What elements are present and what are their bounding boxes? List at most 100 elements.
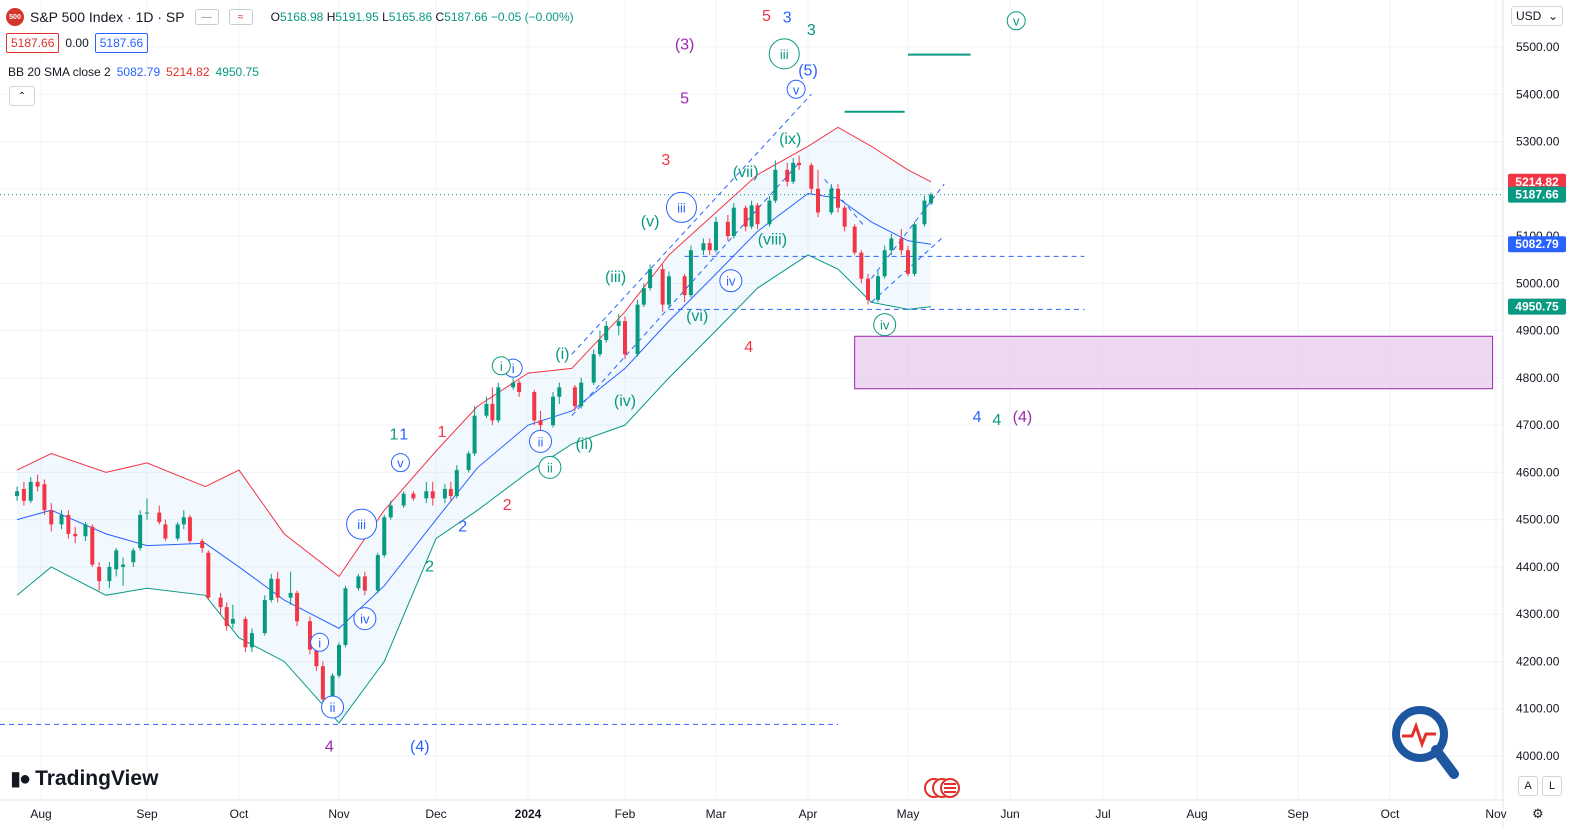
candle-body: [382, 517, 387, 556]
economic-events-icon[interactable]: [922, 776, 962, 800]
candle-body: [337, 644, 341, 676]
wave-label: 2: [503, 497, 512, 514]
candle-body: [442, 488, 447, 499]
wave-label-text: (5): [798, 62, 818, 79]
time-tick-label: May: [897, 807, 920, 821]
candle-body: [842, 207, 847, 227]
buy-price[interactable]: 5187.66: [94, 33, 149, 53]
indicator-legend[interactable]: BB 20 SMA close 2 5082.79 5214.82 4950.7…: [8, 65, 259, 79]
symbol-title[interactable]: S&P 500 Index · 1D · SP: [30, 9, 185, 25]
candle: [243, 616, 248, 653]
candle: [145, 498, 149, 520]
candle-body: [648, 269, 653, 289]
candle: [175, 522, 180, 541]
wave-label: (4): [1013, 409, 1033, 426]
wave-label: 4: [325, 738, 334, 755]
candle: [218, 592, 223, 615]
wave-label-text: iv: [360, 612, 370, 627]
time-tick-label: Aug: [1186, 807, 1207, 821]
target-zone-rect: [854, 335, 1494, 390]
candle: [401, 491, 406, 508]
candle-body: [755, 205, 760, 225]
time-tick-label: Jun: [1000, 807, 1019, 821]
tv-icon: ▮●: [10, 768, 31, 790]
chevron-down-icon: ⌄: [1547, 9, 1558, 23]
currency-select[interactable]: USD ⌄: [1511, 6, 1563, 26]
candle-body: [121, 564, 126, 567]
candle: [114, 548, 119, 577]
candle-body: [288, 592, 293, 598]
candle-body: [224, 607, 229, 627]
candle-body: [836, 188, 840, 208]
time-tick-label: Sep: [136, 807, 158, 821]
wave-label-text: 1: [399, 426, 408, 443]
candle: [859, 250, 864, 284]
candle-body: [411, 493, 416, 499]
wave-label: (4): [410, 738, 430, 755]
wave-label: 4: [744, 339, 753, 356]
candle-body: [511, 382, 516, 388]
wave-label: iv: [719, 269, 743, 293]
candle: [83, 522, 88, 541]
wave-label: ii: [529, 429, 553, 453]
candle-body: [28, 481, 33, 501]
sell-price[interactable]: 5187.66: [6, 33, 60, 53]
candle-body: [797, 162, 802, 166]
candle: [21, 481, 26, 506]
wave-label-text: (4): [410, 738, 430, 755]
price-label-bg: [1508, 186, 1566, 203]
candle: [262, 595, 267, 636]
wave-label-circle: [346, 508, 378, 540]
candle: [59, 510, 64, 530]
log-scale-button[interactable]: L: [1542, 776, 1562, 796]
candle: [448, 481, 453, 501]
candle: [899, 228, 904, 255]
time-axis[interactable]: Aug Sep Oct Nov Dec 2024 Feb Mar Apr May Jun Jul Aug…: [30, 807, 1506, 821]
candle: [430, 481, 435, 506]
compare-wave-icon[interactable]: ≈: [228, 9, 253, 25]
collapse-legend-button[interactable]: ⌃: [9, 86, 35, 106]
candle: [551, 392, 556, 428]
time-tick-label: Aug: [30, 807, 51, 821]
candle-body: [785, 169, 790, 182]
candle: [701, 238, 706, 255]
candle: [362, 571, 367, 596]
candle: [307, 616, 312, 655]
wave-label-text: v: [1013, 14, 1020, 29]
candle-body: [623, 321, 627, 355]
wave-label-text: 2: [503, 497, 512, 514]
candle-body: [90, 526, 95, 565]
candle-body: [859, 252, 864, 279]
price-tick-label: 4300.00: [1516, 607, 1560, 621]
wave-label-text: (3): [675, 36, 695, 53]
candle: [269, 574, 274, 603]
price-axis[interactable]: 5500.005400.005300.005200.005100.005000.…: [1504, 0, 1569, 828]
wave-label-text: v: [793, 82, 800, 97]
indicator-name: BB 20 SMA close 2: [8, 65, 111, 79]
candle: [725, 214, 730, 241]
auto-scale-button[interactable]: A: [1518, 776, 1538, 796]
candle: [66, 510, 71, 539]
band-upper-line: [16, 126, 932, 578]
wave-label-text: 3: [783, 9, 792, 26]
candle-body: [163, 524, 168, 539]
candle: [889, 233, 894, 255]
wave-label: v: [390, 453, 410, 473]
settings-gear-icon[interactable]: ⚙: [1532, 806, 1544, 821]
wave-label: (ix): [779, 131, 801, 148]
band-basis-line: [16, 192, 932, 629]
minus-icon[interactable]: —: [194, 9, 219, 25]
candle-body: [899, 238, 904, 251]
tradingview-logo[interactable]: ▮● TradingView: [10, 766, 159, 791]
wave-label-text: iii: [677, 200, 686, 215]
candle: [356, 574, 361, 591]
wave-label-text: (ii): [575, 436, 593, 453]
candle: [131, 548, 136, 567]
candle: [623, 316, 627, 359]
candle-body: [200, 540, 205, 549]
candle: [532, 389, 537, 426]
candle-body: [66, 514, 71, 534]
